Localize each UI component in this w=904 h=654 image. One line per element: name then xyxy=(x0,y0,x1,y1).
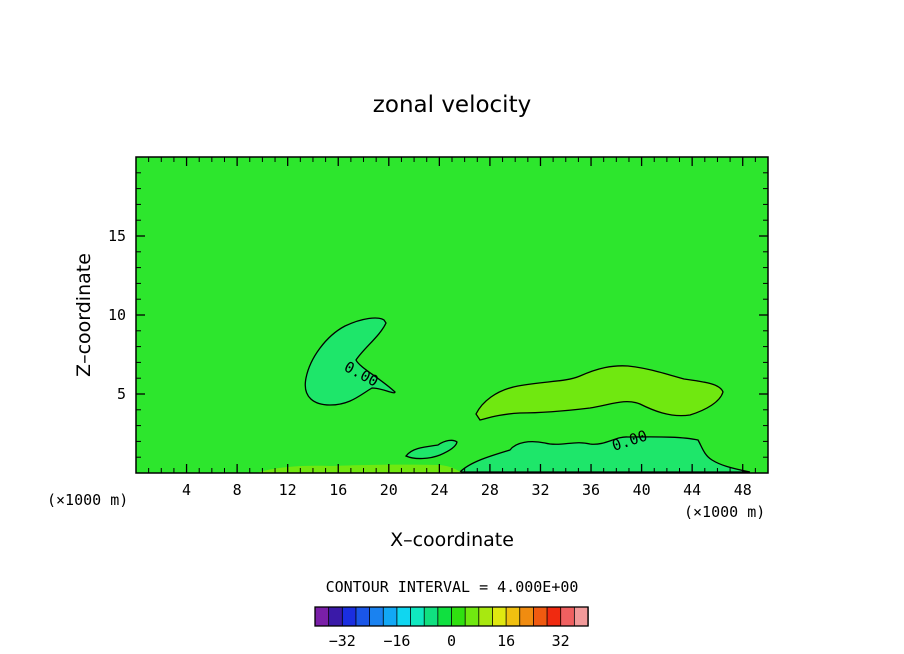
y-tick-label: 5 xyxy=(117,385,126,403)
colorbar-swatch xyxy=(396,606,412,627)
x-tick-label: 32 xyxy=(531,481,549,499)
colorbar-swatch xyxy=(464,606,480,627)
contour-region-right-upper xyxy=(475,365,724,421)
colorbar-swatch xyxy=(437,606,453,627)
colorbar-swatch xyxy=(410,606,425,627)
colorbar-tick-label: −16 xyxy=(383,632,410,650)
colorbar-tick-label: −32 xyxy=(329,632,356,650)
contour-region-left-mid xyxy=(304,317,396,406)
colorbar: −32 −16 0 16 32 xyxy=(314,606,589,650)
colorbar-swatch xyxy=(382,606,398,627)
colorbar-frame xyxy=(314,606,589,627)
x-tick-label: 20 xyxy=(380,481,398,499)
colorbar-swatch xyxy=(478,606,494,627)
x-tick-label: 16 xyxy=(329,481,347,499)
colorbar-swatch xyxy=(573,606,589,627)
colorbar-tick-label: 32 xyxy=(552,632,570,650)
plot-area xyxy=(136,157,768,473)
x-tick-label: 12 xyxy=(279,481,297,499)
colorbar-tick-label: 0 xyxy=(447,632,456,650)
colorbar-swatch xyxy=(451,606,466,627)
y-axis-ticks: 5 10 15 xyxy=(108,172,768,458)
colorbar-swatch xyxy=(423,606,439,627)
colorbar-swatch xyxy=(533,606,548,627)
colorbar-swatch xyxy=(505,606,521,627)
colorbar-swatch xyxy=(519,606,535,627)
contour-region-bottom-small xyxy=(404,439,458,460)
x-tick-label: 4 xyxy=(182,481,191,499)
x-unit-right: (×1000 m) xyxy=(684,503,765,521)
colorbar-swatch xyxy=(328,606,343,627)
contour-region-bottom-right xyxy=(458,436,751,473)
colorbar-tick-label: 16 xyxy=(497,632,515,650)
x-tick-label: 40 xyxy=(633,481,651,499)
colorbar-swatch xyxy=(341,606,357,627)
x-axis-label: X–coordinate xyxy=(390,529,514,551)
colorbar-swatch xyxy=(355,606,371,627)
x-axis-ticks: 4 8 12 16 20 24 28 32 36 40 44 48 xyxy=(148,157,756,499)
y-tick-label: 10 xyxy=(108,306,126,324)
colorbar-swatch xyxy=(492,606,507,627)
chart-title: zonal velocity xyxy=(373,92,531,118)
y-tick-label: 15 xyxy=(108,227,126,245)
x-tick-label: 36 xyxy=(582,481,600,499)
x-tick-label: 28 xyxy=(481,481,499,499)
colorbar-swatch xyxy=(560,606,576,627)
x-tick-label: 44 xyxy=(683,481,701,499)
contour-interval-text: CONTOUR INTERVAL = 4.000E+00 xyxy=(326,578,579,596)
contour-regions xyxy=(256,317,751,473)
x-unit-left: (×1000 m) xyxy=(47,491,128,509)
colorbar-swatch xyxy=(546,606,562,627)
x-tick-label: 8 xyxy=(233,481,242,499)
x-tick-label: 48 xyxy=(734,481,752,499)
colorbar-swatch xyxy=(314,606,330,627)
y-axis-label: Z–coordinate xyxy=(73,253,95,377)
contour-region-bottom-left-strip xyxy=(256,464,462,473)
x-tick-label: 24 xyxy=(430,481,448,499)
colorbar-swatch xyxy=(369,606,384,627)
